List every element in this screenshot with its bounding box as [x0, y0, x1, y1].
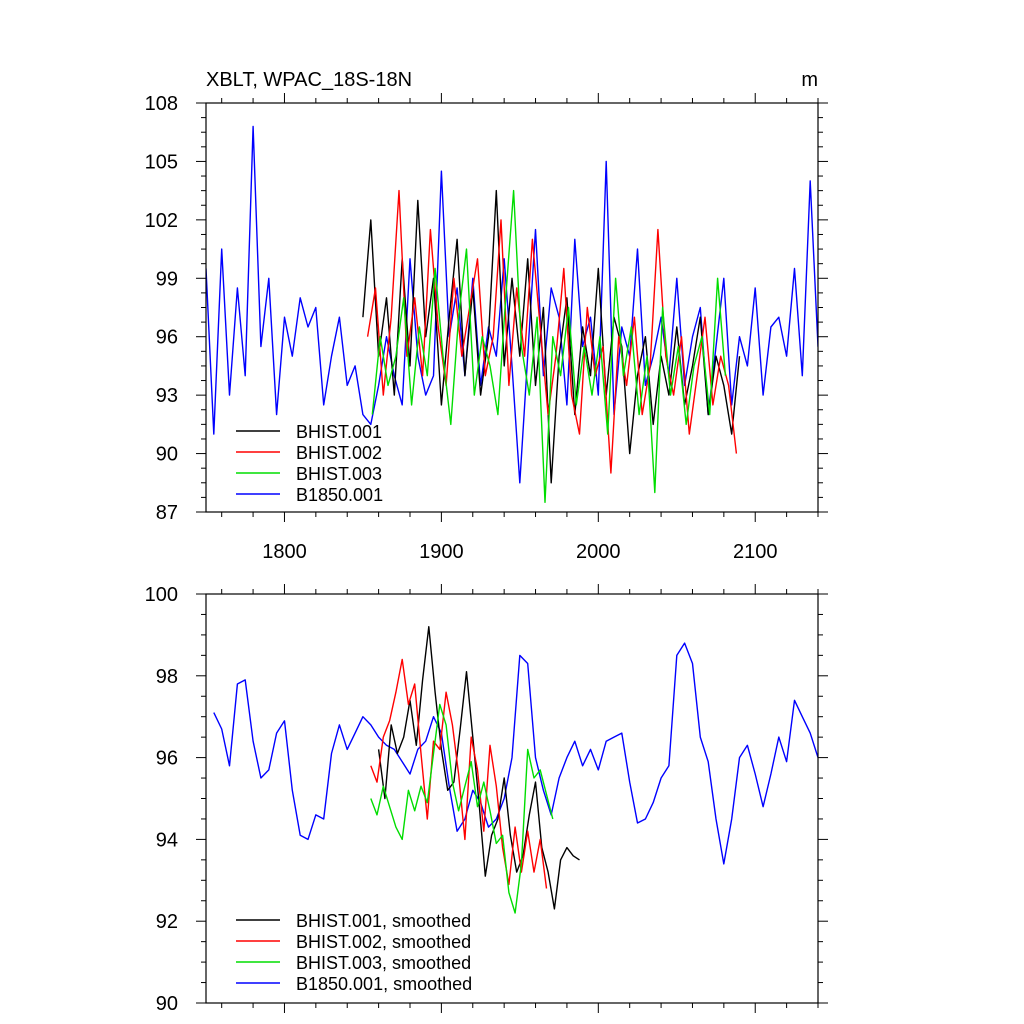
y-tick-label: 93 — [156, 385, 178, 407]
y-tick-label: 99 — [156, 268, 178, 290]
legend-label: BHIST.003, smoothed — [296, 953, 471, 973]
y-tick-label: 108 — [145, 93, 178, 115]
series-line-b1850-001 — [206, 125, 818, 484]
series-line-bhist-003 — [371, 189, 727, 503]
y-tick-label: 92 — [156, 911, 178, 933]
series-line-bhist-002 — [366, 189, 738, 474]
x-tick-label: 1800 — [262, 541, 307, 563]
legend-label: B1850.001 — [296, 485, 383, 505]
legend-label: BHIST.001, smoothed — [296, 911, 471, 931]
series-group — [206, 125, 818, 503]
series-group — [213, 626, 818, 914]
x-tick-label: 2100 — [733, 541, 778, 563]
legend-label: BHIST.002, smoothed — [296, 932, 471, 952]
series-line-bhist-002-smoothed — [370, 658, 548, 889]
y-tick-label: 96 — [156, 748, 178, 770]
y-tick-label: 94 — [156, 829, 178, 851]
panel-title: XBLT, WPAC_18S-18N — [206, 69, 412, 91]
x-tick-label: 1900 — [419, 541, 464, 563]
y-tick-label: 98 — [156, 666, 178, 688]
units-label: m — [801, 69, 818, 91]
legend-label: B1850.001, smoothed — [296, 974, 472, 994]
y-tick-label: 102 — [145, 210, 178, 232]
legend-label: BHIST.002 — [296, 443, 382, 463]
y-tick-label: 96 — [156, 327, 178, 349]
series-line-bhist-001 — [362, 189, 741, 484]
y-tick-label: 100 — [145, 584, 178, 606]
top-panel: XBLT, WPAC_18S-18N m 87 90 93 96 99 102 105 108… — [145, 69, 828, 563]
series-line-b1850-001-smoothed — [213, 642, 818, 865]
legend-label: BHIST.001 — [296, 422, 382, 442]
series-line-bhist-001-smoothed — [377, 626, 580, 910]
y-tick-label: 90 — [156, 993, 178, 1015]
series-line-bhist-003-smoothed — [370, 703, 554, 914]
y-tick-label: 105 — [145, 151, 178, 173]
y-tick-label: 90 — [156, 444, 178, 466]
legend-label: BHIST.003 — [296, 464, 382, 484]
x-tick-label: 2000 — [576, 541, 621, 563]
y-tick-label: 87 — [156, 502, 178, 524]
